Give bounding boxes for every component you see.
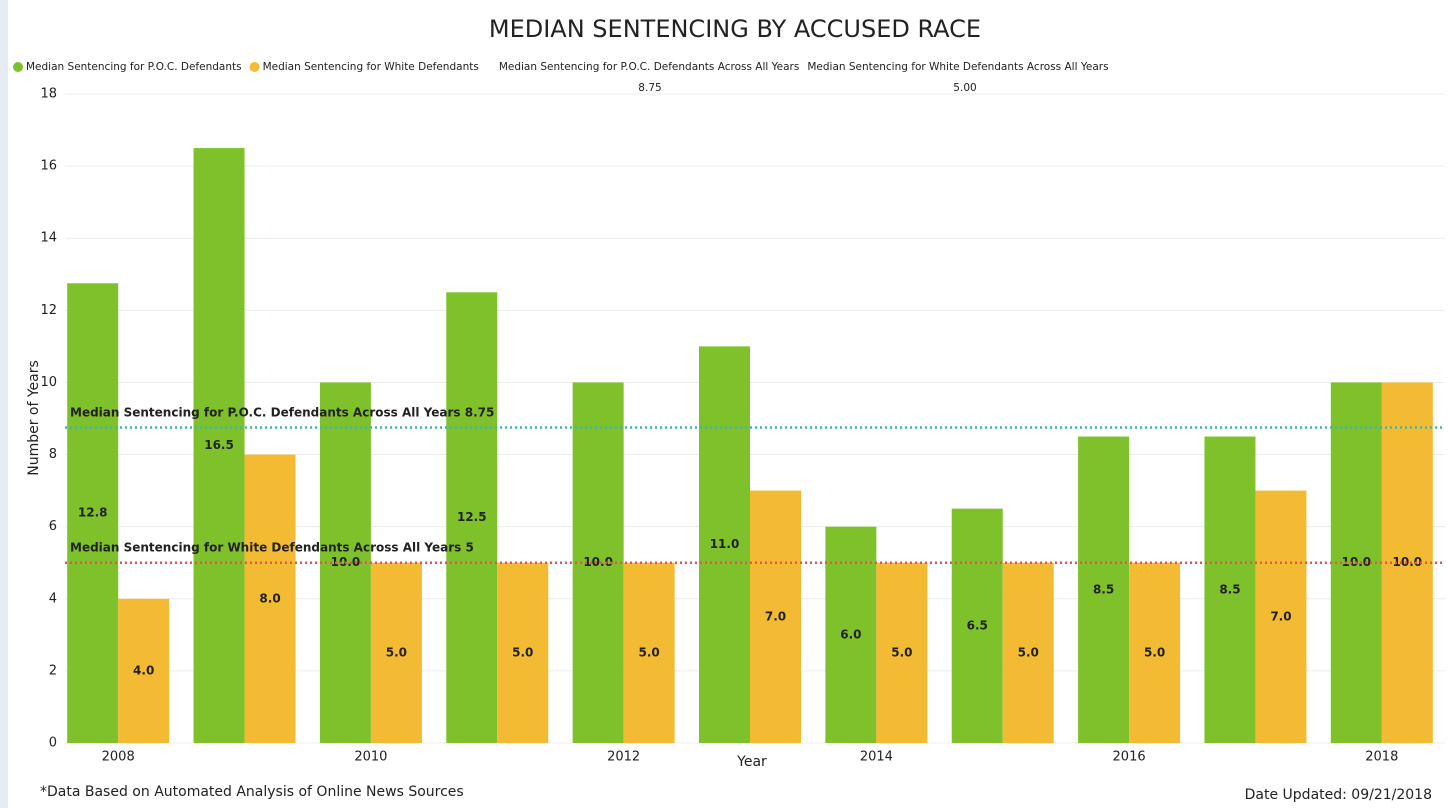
reference-line-top-label: 8.75: [638, 82, 661, 94]
bar: [193, 148, 245, 744]
data-label: 12.8: [78, 506, 108, 520]
bar: [1129, 562, 1181, 743]
reference-line-label: Median Sentencing for White Defendants A…: [70, 540, 474, 554]
data-label: 5.0: [1018, 645, 1039, 659]
y-tick-label: 18: [40, 87, 57, 102]
legend-label: Median Sentencing for P.O.C. Defendants …: [499, 61, 800, 73]
reference-line-value: 8.75: [465, 405, 495, 419]
bar: [67, 283, 119, 743]
legend-swatch: [13, 62, 23, 72]
y-tick-label: 8: [49, 447, 57, 462]
reference-line-top-label: 5.00: [953, 82, 976, 94]
x-axis-label: Year: [736, 754, 767, 770]
bar: [1002, 562, 1054, 743]
x-tick-label: 2014: [860, 750, 893, 765]
bar: [446, 292, 498, 743]
data-label: 8.0: [259, 591, 280, 605]
date-updated: Date Updated: 09/21/2018: [1245, 787, 1432, 803]
legend-label: Median Sentencing for White Defendants: [263, 61, 479, 73]
y-tick-label: 0: [49, 736, 57, 751]
data-label: 5.0: [1144, 645, 1165, 659]
bar: [1204, 436, 1256, 743]
bar: [370, 562, 422, 743]
data-label: 11.0: [710, 537, 740, 551]
data-label: 7.0: [765, 609, 786, 623]
reference-line-name: Median Sentencing for White Defendants A…: [70, 540, 461, 554]
y-axis-label: Number of Years: [26, 360, 42, 476]
bar: [497, 562, 549, 743]
bar: [951, 508, 1003, 743]
bar: [1078, 436, 1130, 743]
footnote: *Data Based on Automated Analysis of Onl…: [40, 784, 464, 800]
data-label: 10.0: [583, 555, 613, 569]
x-tick-label: 2016: [1113, 750, 1146, 765]
reference-line-label: Median Sentencing for P.O.C. Defendants …: [70, 405, 494, 419]
data-label: 4.0: [133, 663, 154, 677]
bar: [244, 454, 296, 743]
bar: [1255, 490, 1307, 743]
data-label: 5.0: [512, 645, 533, 659]
x-tick-label: 2018: [1365, 750, 1398, 765]
reference-line-value: 5: [465, 540, 473, 554]
bar: [118, 598, 170, 743]
y-tick-label: 6: [49, 519, 57, 534]
y-tick-label: 12: [40, 303, 57, 318]
data-label: 5.0: [639, 645, 660, 659]
bar: [623, 562, 675, 743]
reference-line-name: Median Sentencing for P.O.C. Defendants …: [70, 405, 461, 419]
data-label: 5.0: [891, 645, 912, 659]
data-label: 7.0: [1270, 609, 1291, 623]
x-tick-label: 2008: [102, 750, 135, 765]
y-tick-label: 4: [49, 591, 57, 606]
x-tick-label: 2010: [354, 750, 387, 765]
data-label: 5.0: [386, 645, 407, 659]
data-label: 8.5: [1219, 582, 1240, 596]
bar: [699, 346, 750, 743]
chart-title: MEDIAN SENTENCING BY ACCUSED RACE: [489, 15, 981, 43]
legend-label: Median Sentencing for P.O.C. Defendants: [26, 61, 242, 73]
data-label: 12.5: [457, 510, 487, 524]
x-tick-label: 2012: [607, 750, 640, 765]
data-label: 10.0: [1393, 555, 1423, 569]
bar: [876, 562, 928, 743]
y-tick-label: 16: [40, 159, 57, 174]
data-label: 6.0: [840, 627, 861, 641]
data-label: 8.5: [1093, 582, 1114, 596]
legend-swatch: [249, 62, 260, 72]
bar: [750, 490, 801, 743]
data-label: 16.5: [204, 438, 234, 452]
y-tick-label: 10: [40, 375, 57, 390]
data-label: 6.5: [967, 618, 988, 632]
legend-label: Median Sentencing for White Defendants A…: [807, 61, 1108, 73]
y-tick-label: 2: [49, 663, 57, 678]
y-tick-label: 14: [40, 231, 57, 246]
